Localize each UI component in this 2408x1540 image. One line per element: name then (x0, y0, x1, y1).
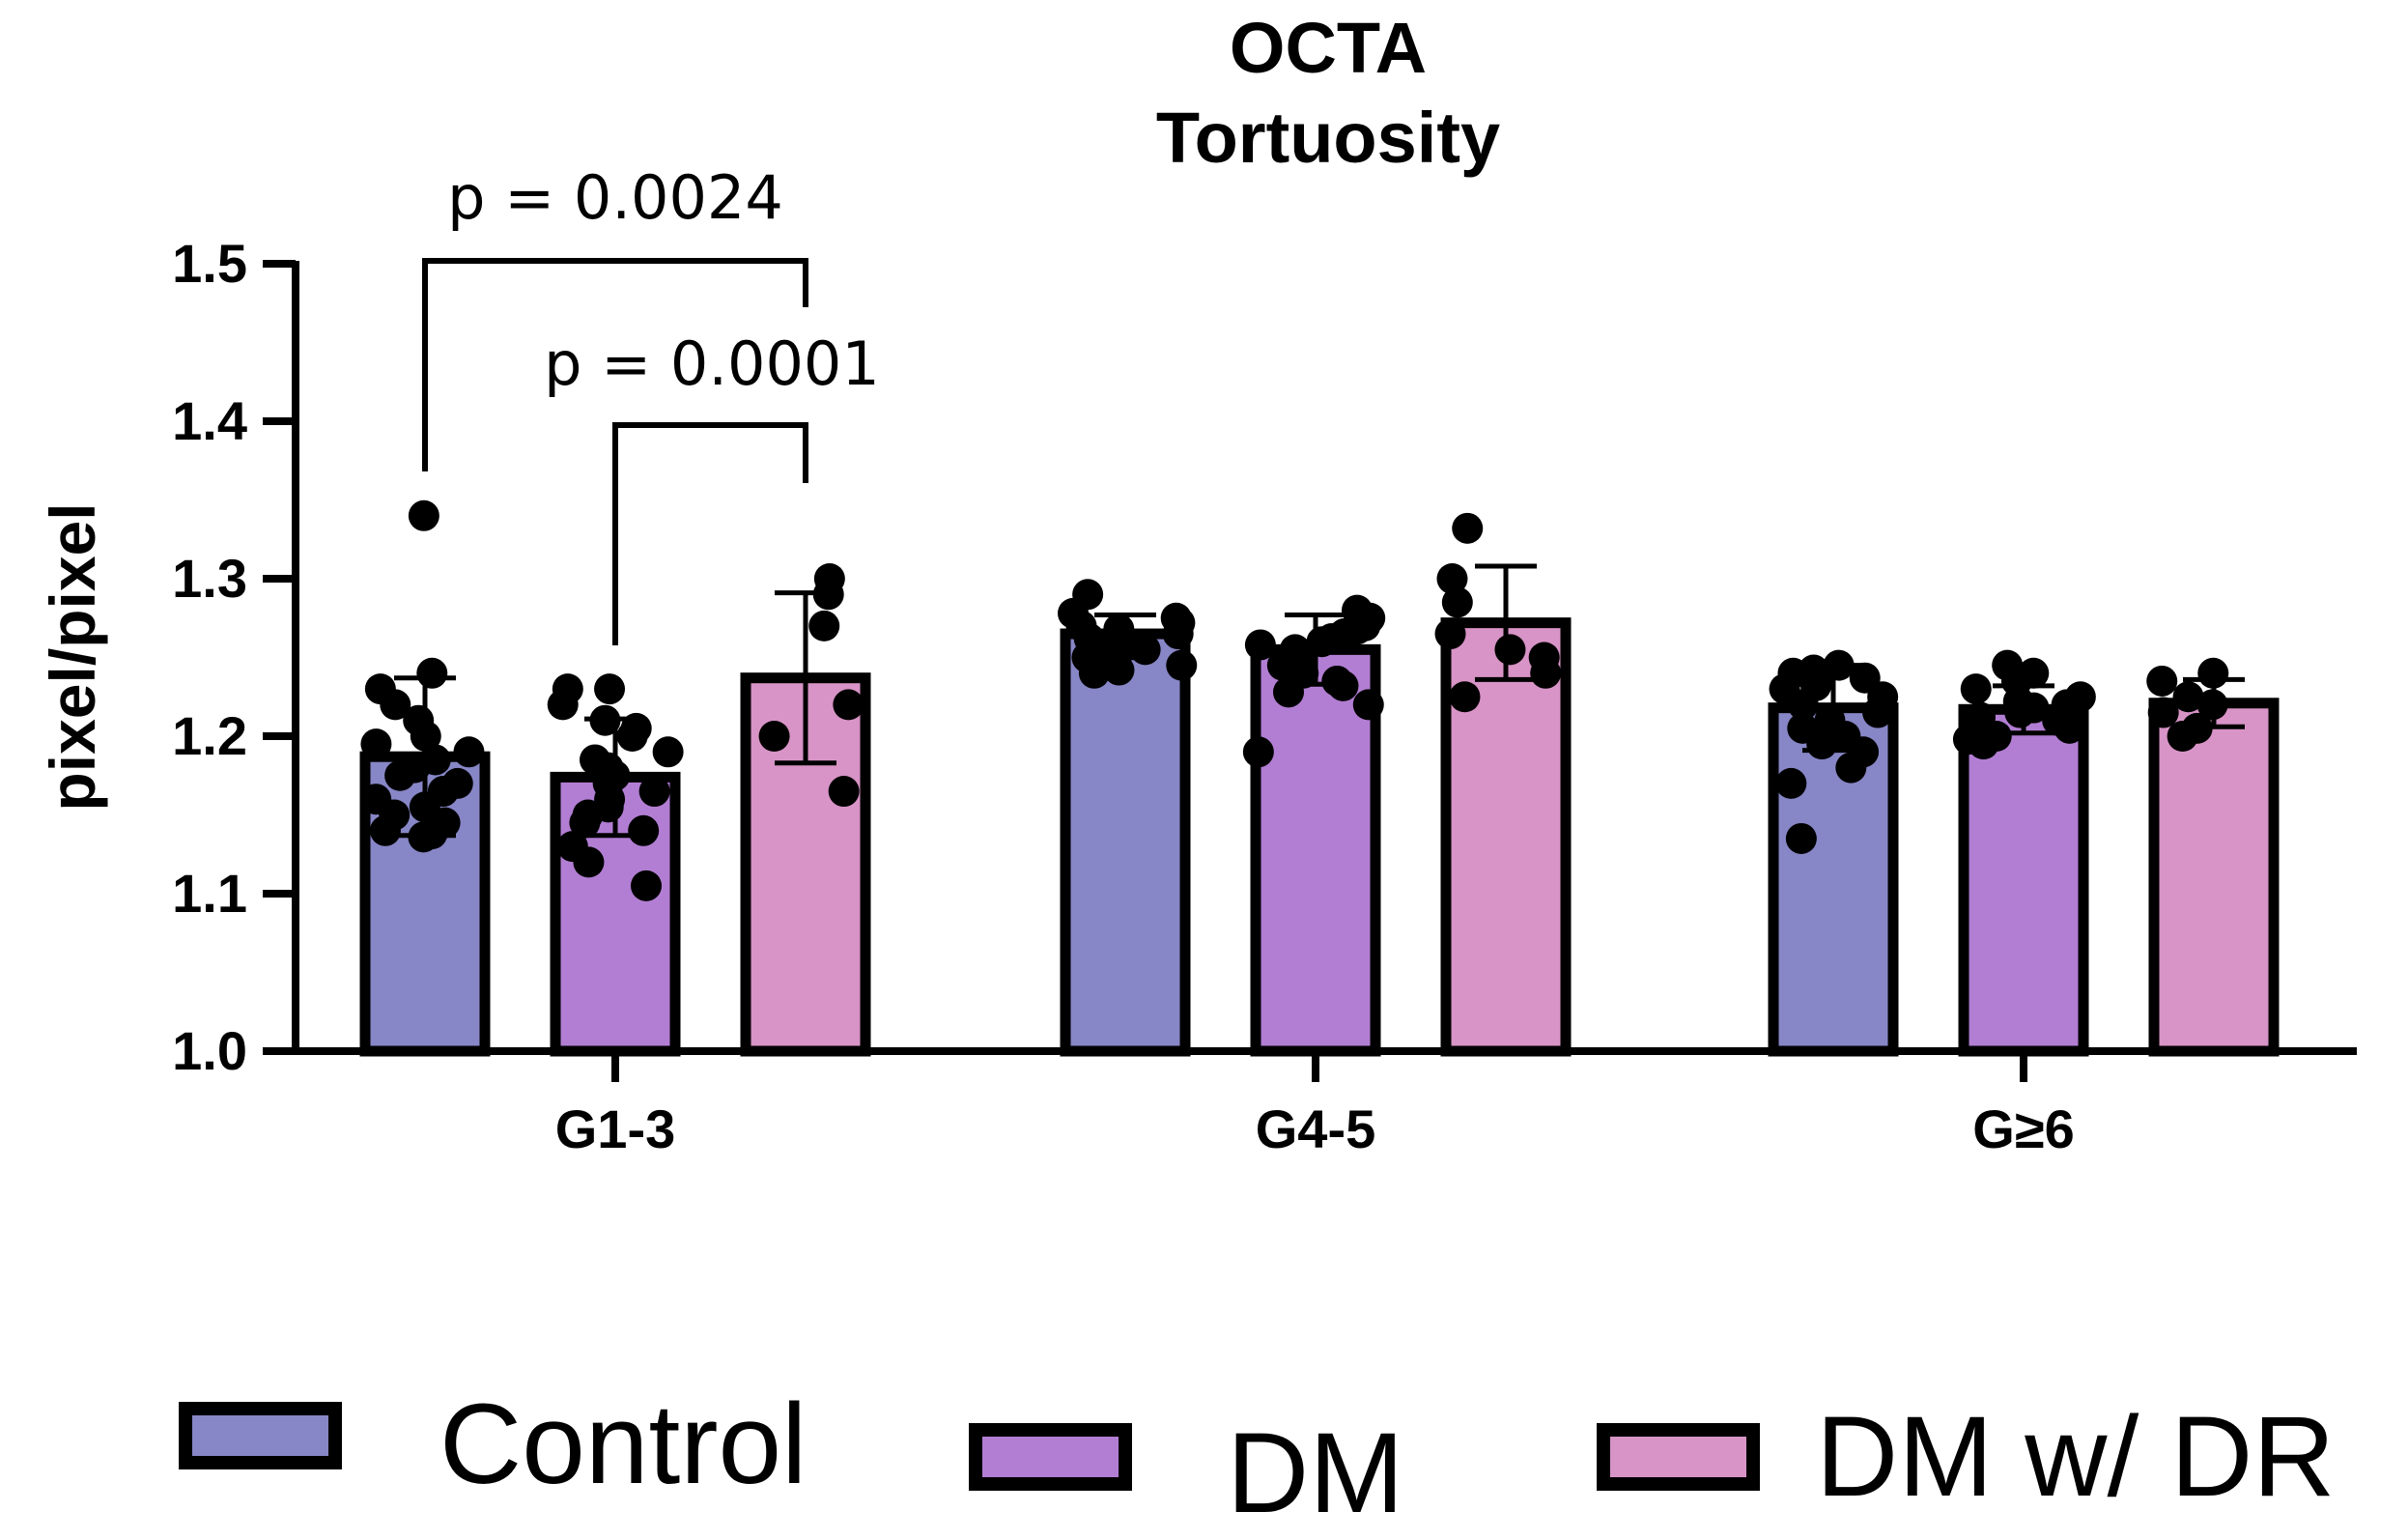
legend-swatch (1597, 1423, 1760, 1491)
data-point (369, 814, 401, 846)
data-point (547, 689, 579, 721)
data-point (1960, 673, 1992, 705)
data-point (1787, 689, 1819, 721)
data-point (360, 728, 392, 760)
legend-swatch (969, 1423, 1132, 1491)
data-point (1166, 649, 1198, 681)
y-tick-label: 1.1 (172, 863, 247, 924)
p-value-label: p = 0.0001 (544, 328, 880, 399)
legend-label: Control (439, 1381, 807, 1508)
data-point (1078, 657, 1110, 689)
data-point (1103, 654, 1135, 686)
data-point (384, 759, 416, 791)
data-point (2147, 697, 2179, 728)
data-point (1968, 728, 1999, 760)
data-point (1530, 657, 1562, 689)
data-point (1441, 586, 1473, 618)
data-point (1273, 676, 1305, 708)
y-tick-label: 1.2 (172, 705, 247, 766)
bar (1958, 703, 2089, 1057)
bar (1768, 702, 1899, 1057)
data-point (1785, 822, 1817, 854)
data-point (1835, 752, 1867, 784)
data-point (1775, 767, 1807, 799)
legend-label: DM w/ DR (1816, 1393, 2336, 1521)
y-tick-label: 1.3 (172, 548, 247, 609)
data-point (1129, 634, 1161, 666)
data-point (1244, 629, 1276, 661)
category-label: G≥6 (1972, 1098, 2074, 1159)
data-point (758, 721, 790, 752)
data-point (408, 499, 439, 531)
data-point (628, 814, 660, 846)
legend: Control DM DM w/ DR (179, 1381, 2336, 1537)
y-tick-label: 1.0 (172, 1020, 247, 1081)
y-tick-label: 1.5 (172, 233, 247, 294)
data-point (380, 689, 411, 721)
data-point (594, 673, 626, 705)
p-value-label: p = 0.0024 (447, 162, 783, 233)
data-point (2146, 665, 2178, 697)
chart-title-line-2: Tortuosity (1156, 98, 1500, 178)
data-point (1494, 634, 1526, 666)
data-point (2172, 681, 2204, 713)
data-point (652, 736, 684, 768)
data-point (1436, 563, 1468, 594)
data-point (1862, 697, 1894, 728)
data-point (1452, 512, 1484, 544)
data-point (808, 610, 840, 642)
legend-label: DM (1227, 1410, 1404, 1537)
bar (1060, 628, 1191, 1057)
category-label: G1-3 (555, 1098, 676, 1159)
data-point (569, 807, 601, 839)
data-point (833, 689, 864, 721)
data-point (2004, 697, 2036, 728)
bar (1250, 643, 1381, 1057)
data-point (638, 776, 670, 808)
data-point (1434, 618, 1466, 650)
legend-swatch (179, 1402, 342, 1469)
data-point (1242, 736, 1274, 768)
bar (2148, 698, 2280, 1057)
data-point (1449, 681, 1481, 713)
y-tick-label: 1.4 (172, 390, 247, 451)
data-point (828, 776, 860, 808)
data-point (616, 721, 648, 752)
data-point (2054, 712, 2085, 744)
data-point (453, 736, 485, 768)
category-label: G4-5 (1256, 1098, 1376, 1159)
data-point (573, 846, 605, 878)
significance-bracket (422, 258, 808, 471)
data-point (1352, 689, 1384, 721)
data-point (1162, 618, 1194, 650)
chart-title-line-1: OCTA (1230, 8, 1427, 88)
data-point (630, 870, 662, 901)
y-axis-label: pixel/pixel (37, 502, 108, 811)
data-point (416, 657, 448, 689)
significance-bracket (612, 422, 808, 645)
plot-area: 1.0 1.1 1.2 1.3 1.4 1.5 G1-3 G4-5 G≥6 p = 0.0024 p… (172, 162, 2357, 1159)
